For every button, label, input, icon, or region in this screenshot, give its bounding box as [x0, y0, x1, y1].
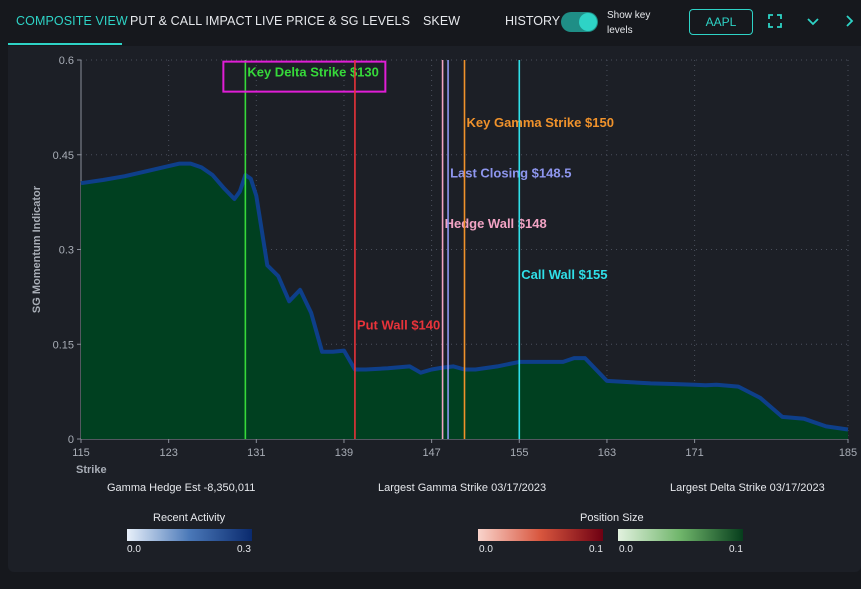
- tab-live-price-sg-levels[interactable]: LIVE PRICE & SG LEVELS: [255, 14, 411, 28]
- y-tick-label: 0.3: [59, 245, 74, 257]
- history-label: HISTORY: [505, 14, 561, 28]
- y-tick-label: 0.15: [53, 339, 74, 351]
- expand-icon[interactable]: [766, 12, 786, 32]
- key-level-label: Key Gamma Strike $150: [467, 115, 614, 130]
- toggle-knob: [579, 13, 597, 31]
- key-level-label: Last Closing $148.5: [450, 166, 571, 181]
- largest-delta-strike: Largest Delta Strike 03/17/2023: [670, 482, 825, 494]
- position-size-positive-scale: [618, 529, 743, 541]
- history-toggle[interactable]: [561, 12, 598, 32]
- x-tick-label: 171: [685, 447, 703, 459]
- tab-skew[interactable]: SKEW: [423, 14, 461, 28]
- y-tick-label: 0.45: [53, 150, 74, 162]
- x-tick-label: 123: [159, 447, 177, 459]
- show-levels-line1: Show key: [607, 10, 651, 21]
- position-size-neg-max: 0.1: [589, 544, 603, 555]
- momentum-line: [80, 161, 849, 432]
- tab-composite-view[interactable]: COMPOSITE VIEW: [16, 14, 128, 28]
- position-size-title: Position Size: [580, 512, 644, 524]
- x-tick-label: 185: [839, 447, 857, 459]
- key-levels: Key Delta Strike $130 Put Wall $140 Hedge …: [222, 60, 614, 439]
- key-level-highlight-box: [222, 60, 387, 93]
- recent-activity-max: 0.3: [237, 544, 251, 555]
- tab-put-call-impact[interactable]: PUT & CALL IMPACT: [130, 14, 253, 28]
- x-tick-label: 139: [335, 447, 353, 459]
- x-axis-label: Strike: [76, 464, 107, 476]
- x-tick-label: 131: [247, 447, 265, 459]
- y-axis-ticks: 0 0.15 0.3 0.45 0.6: [53, 55, 81, 446]
- y-axis-label: SG Momentum Indicator: [31, 185, 43, 313]
- position-size-pos-min: 0.0: [619, 544, 633, 555]
- recent-activity-scale: [127, 529, 252, 541]
- chevron-right-icon[interactable]: [840, 12, 860, 32]
- x-tick-label: 163: [598, 447, 616, 459]
- recent-activity-title: Recent Activity: [153, 512, 226, 524]
- key-level-label: Put Wall $140: [357, 317, 440, 332]
- momentum-chart: Key Delta Strike $130 Put Wall $140 Hedge …: [31, 55, 857, 476]
- position-size-negative-scale: [478, 529, 603, 541]
- ticker-button[interactable]: AAPL: [689, 9, 753, 35]
- position-size-neg-min: 0.0: [479, 544, 493, 555]
- recent-activity-min: 0.0: [127, 544, 141, 555]
- x-tick-label: 155: [510, 447, 528, 459]
- gamma-hedge-estimate: Gamma Hedge Est -8,350,011: [107, 482, 256, 494]
- position-size-pos-max: 0.1: [729, 544, 743, 555]
- y-tick-label: 0: [68, 434, 74, 446]
- x-tick-label: 147: [422, 447, 440, 459]
- x-axis-ticks: 115 123 131 139 147 155 163 171 185: [72, 439, 857, 459]
- y-tick-label: 0.6: [59, 55, 74, 67]
- key-level-label: Key Delta Strike $130: [247, 65, 379, 80]
- key-level-label: Call Wall $155: [521, 267, 607, 282]
- active-tab-indicator: [8, 43, 122, 45]
- x-tick-label: 115: [72, 447, 90, 459]
- show-levels-line2: levels: [607, 25, 633, 36]
- largest-gamma-strike: Largest Gamma Strike 03/17/2023: [378, 482, 547, 494]
- top-bar: COMPOSITE VIEW PUT & CALL IMPACT LIVE PR…: [0, 0, 861, 46]
- key-level-label: Hedge Wall $148: [445, 216, 547, 231]
- show-key-levels-label[interactable]: Show key levels: [607, 8, 667, 38]
- chevron-down-icon[interactable]: [804, 12, 824, 32]
- momentum-area: [81, 163, 848, 439]
